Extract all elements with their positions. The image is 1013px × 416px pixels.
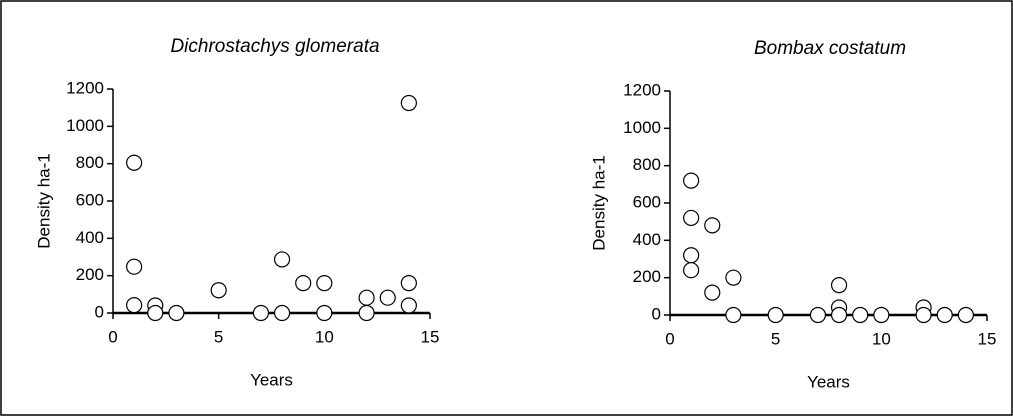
point — [767, 306, 784, 324]
point — [683, 262, 700, 279]
x-tick-label: 0 — [665, 329, 674, 348]
y-tick-label: 600 — [633, 192, 661, 211]
point — [126, 297, 143, 314]
point — [147, 304, 164, 322]
point — [358, 304, 375, 322]
point — [830, 306, 848, 324]
y-axis-label: Density ha-1 — [589, 155, 608, 250]
point — [400, 275, 417, 292]
y-tick-label: 1200 — [623, 80, 661, 99]
chart-title: Bombax costatum — [754, 38, 906, 59]
point — [683, 172, 700, 189]
point — [400, 94, 417, 112]
point — [316, 304, 333, 322]
point — [704, 284, 721, 301]
point — [400, 297, 417, 314]
point — [873, 306, 890, 324]
y-tick-label: 0 — [652, 304, 661, 323]
point — [830, 277, 848, 294]
x-tick-label: 5 — [214, 327, 223, 346]
x-axis-label: Years — [807, 372, 850, 391]
point — [809, 306, 827, 324]
x-tick-label: 5 — [771, 329, 780, 348]
y-tick-label: 800 — [633, 155, 661, 174]
point — [379, 289, 396, 306]
point — [316, 275, 333, 292]
point — [273, 251, 291, 268]
y-tick-label: 800 — [76, 153, 104, 172]
y-tick-label: 600 — [76, 190, 104, 209]
x-tick-label: 15 — [978, 329, 997, 348]
y-axis-label: Density ha-1 — [34, 153, 53, 248]
point — [683, 209, 700, 227]
point — [915, 306, 932, 324]
chart-title: Dichrostachys glomerata — [170, 36, 379, 57]
point — [273, 304, 291, 322]
point — [126, 154, 143, 171]
x-tick-label: 0 — [108, 327, 117, 346]
point — [683, 247, 700, 264]
point — [957, 306, 974, 324]
point — [725, 306, 742, 324]
y-tick-label: 400 — [76, 228, 104, 247]
point — [725, 269, 742, 286]
y-tick-label: 200 — [76, 265, 104, 284]
y-tick-label: 1000 — [66, 116, 104, 135]
y-tick-label: 400 — [633, 230, 661, 249]
x-axis-label: Years — [250, 370, 293, 389]
point — [126, 258, 143, 275]
point — [936, 306, 953, 324]
y-tick-label: 1000 — [623, 118, 661, 137]
point — [852, 306, 869, 324]
point — [704, 217, 721, 234]
point — [210, 282, 227, 299]
x-tick-label: 10 — [315, 327, 334, 346]
y-tick-label: 0 — [95, 302, 104, 321]
x-tick-label: 15 — [421, 327, 440, 346]
point — [358, 289, 375, 306]
point — [252, 304, 270, 322]
point — [295, 275, 312, 292]
x-tick-label: 10 — [872, 329, 891, 348]
point — [168, 304, 185, 322]
y-tick-label: 1200 — [66, 78, 104, 97]
y-tick-label: 200 — [633, 267, 661, 286]
